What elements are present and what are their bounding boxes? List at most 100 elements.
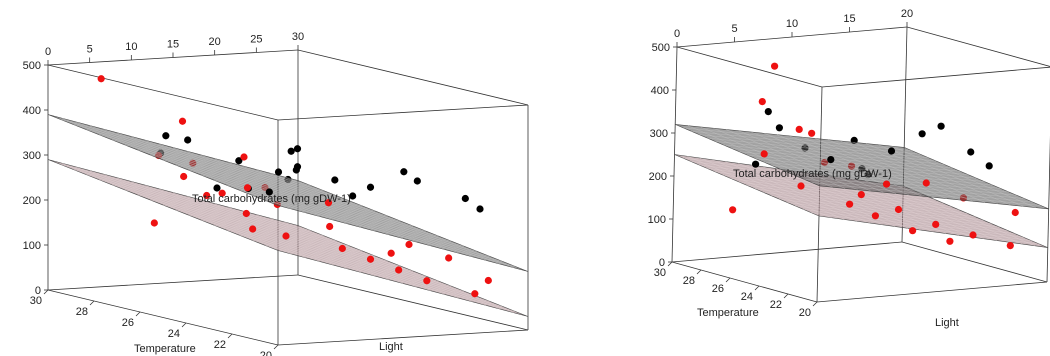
z-tick-label: 100 [23,240,41,252]
data-point [764,108,772,116]
plane-mesh-line [284,176,515,268]
data-point [282,232,290,240]
regression-plane-upper [675,124,1049,210]
box-edge [277,104,529,121]
y-axis-label: Light [379,341,403,353]
data-point [758,98,766,106]
box-edge [821,66,1050,88]
box-edge [671,241,903,263]
plane-mesh-line [252,240,503,307]
x-tick [89,300,95,306]
box-edge [297,274,529,331]
z-tick-label: 0 [35,285,41,297]
data-point [775,124,784,132]
data-point [218,189,226,197]
z-tick-label: 300 [23,150,41,162]
data-point [249,225,257,233]
x-tick [43,289,49,295]
data-point [423,277,431,285]
z-tick-label: 100 [648,214,666,226]
data-point [729,206,737,214]
points-group [729,98,993,245]
data-point [243,184,252,192]
data-point [235,157,243,165]
y-tick-label: 15 [167,39,179,51]
x-tick [783,293,789,299]
box-edge [906,26,1050,67]
x-axis-label: Temperature [134,343,196,355]
data-point [338,244,346,253]
data-point [1006,242,1014,250]
data-point [797,182,805,190]
box-edge [277,329,529,346]
plane-mesh-line [252,195,503,262]
z-tick-label: 400 [23,105,41,117]
data-point [887,147,896,155]
y-tick-label: 25 [250,34,262,46]
data-point [909,227,917,235]
data-point [349,192,357,200]
plane-mesh-line [265,200,516,267]
z-tick-label: 500 [23,60,41,72]
y-tick-label: 0 [45,46,51,58]
box-edge [47,64,279,121]
x-tick-label: 28 [683,275,695,287]
data-point [242,209,250,218]
z-tick-label: 200 [23,195,41,207]
data-point [326,222,334,231]
data-point [97,75,105,83]
plane-mesh-line [891,145,1037,208]
x-tick [812,301,818,307]
x-tick-label: 30 [30,295,42,307]
y-tick-label: 10 [786,18,798,30]
points-group [150,117,492,285]
x-tick [227,333,233,339]
data-point [162,132,170,140]
data-point [827,156,835,164]
y-tick-label: 15 [843,13,855,25]
plane-mesh-line [256,169,487,261]
z-tick-label: 500 [652,42,670,54]
y-tick-label: 5 [87,44,93,56]
y-axis-label: Light [935,317,959,329]
x-tick [725,277,731,283]
x-tick [754,285,760,291]
x-tick [667,261,673,267]
box-edge [297,49,529,106]
data-point [922,179,930,187]
data-point [760,150,768,158]
x-tick-label: 30 [654,267,666,279]
plane-mesh-line [265,245,516,312]
data-point [871,212,880,220]
data-point [476,205,484,213]
regression-plane-upper [47,114,529,272]
data-point [771,62,779,70]
box-edge [47,289,279,346]
data-point [324,199,333,207]
data-point [445,254,453,262]
y-tick-label: 10 [125,41,137,53]
data-point [178,117,187,125]
data-point [213,184,221,192]
data-point [203,191,211,200]
x-tick-label: 24 [741,291,753,303]
data-point [752,160,760,168]
plane-mesh-line [878,144,1024,207]
plane-mesh-line [270,218,501,310]
data-point [331,176,339,184]
data-point [484,276,492,285]
data-point [180,172,188,181]
data-point [366,183,375,191]
data-point [985,162,993,170]
data-point [471,290,479,298]
data-point [969,231,977,239]
y-tick-label: 5 [731,23,737,35]
z-axis-label: Total carbohydrates (mg gDW-1) [733,168,892,180]
x-tick [135,311,141,317]
y-tick-label: 20 [901,8,913,20]
box-edge [47,274,299,291]
data-point [405,240,413,249]
x-tick-label: 26 [712,283,724,295]
